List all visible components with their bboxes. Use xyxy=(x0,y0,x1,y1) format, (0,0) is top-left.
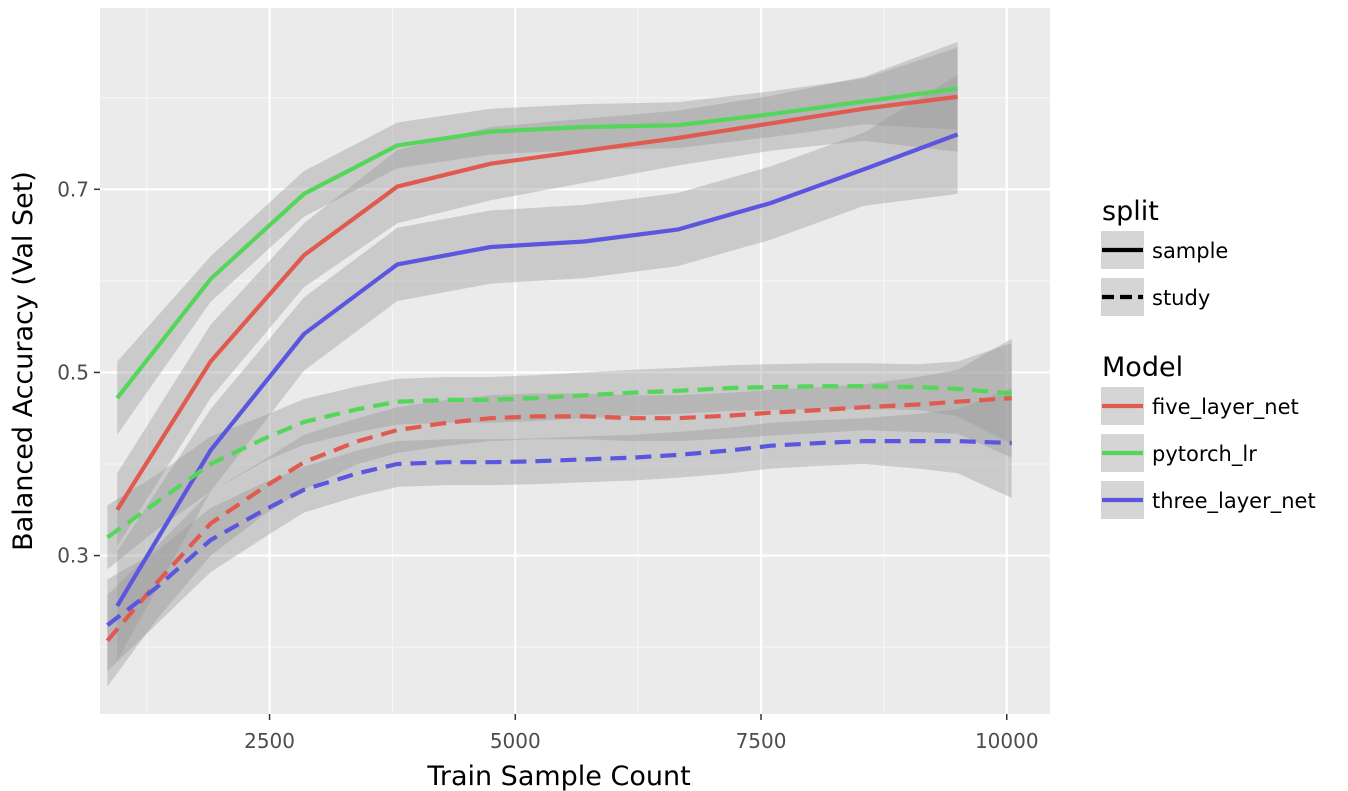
x-axis-ticks: 2500 5000 7500 10000 xyxy=(244,714,1039,753)
five_layer_net-study-line xyxy=(105,396,1012,643)
y-axis-title: Balanced Accuracy (Val Set) xyxy=(8,171,39,551)
three_layer_net-sample-band xyxy=(117,74,958,661)
legend-title-split: split xyxy=(1102,196,1159,227)
x-axis-title: Train Sample Count xyxy=(426,761,690,791)
pytorch_lr-study-band xyxy=(107,343,1012,570)
legend-label-three-layer-net: three_layer_net xyxy=(1152,489,1316,514)
y-tick-label: 0.3 xyxy=(57,544,89,568)
legend-label-pytorch-lr: pytorch_lr xyxy=(1152,442,1257,467)
legend-title-model: Model xyxy=(1102,352,1183,383)
x-tick-label: 2500 xyxy=(244,729,295,753)
three_layer_net-sample-line xyxy=(115,132,959,607)
x-tick-label: 5000 xyxy=(490,729,541,753)
series-lines xyxy=(105,86,1012,643)
x-tick-label: 7500 xyxy=(736,729,787,753)
five_layer_net-sample-band xyxy=(117,41,958,547)
legend-label-study: study xyxy=(1152,286,1210,310)
pytorch_lr-sample-line xyxy=(115,86,958,400)
legend-label-sample: sample xyxy=(1152,239,1228,263)
five_layer_net-study-band xyxy=(107,338,1012,687)
y-tick-label: 0.5 xyxy=(57,360,89,384)
y-tick-label: 0.7 xyxy=(57,177,89,201)
confidence-bands xyxy=(107,41,1012,687)
x-tick-label: 10000 xyxy=(975,729,1039,753)
legend: split sample study Model five_layer_netpytor… xyxy=(1101,196,1316,519)
y-axis-ticks: 0.3 0.5 0.7 xyxy=(57,177,100,568)
pytorch_lr-study-line xyxy=(106,384,1012,540)
five_layer_net-sample-line xyxy=(115,94,958,511)
three_layer_net-study-band xyxy=(107,388,1012,671)
legend-label-five-layer-net: five_layer_net xyxy=(1152,395,1299,420)
pytorch_lr-sample-band xyxy=(117,47,958,435)
three_layer_net-study-line xyxy=(106,439,1012,627)
